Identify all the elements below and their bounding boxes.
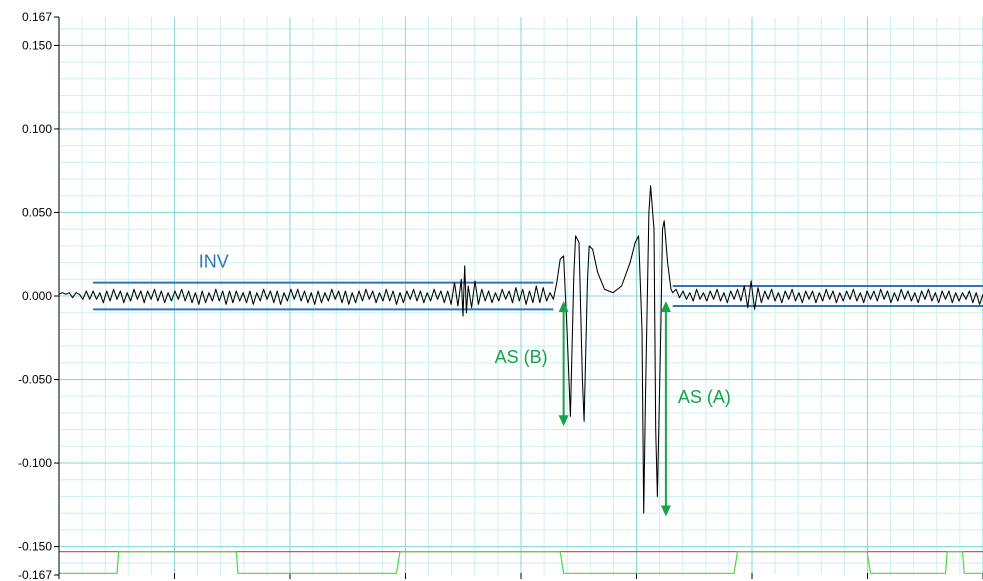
as-b-arrow	[558, 301, 569, 427]
as-a-label: AS (A)	[678, 387, 731, 407]
as-a-arrow	[660, 301, 671, 517]
arrow-head-up	[558, 301, 569, 313]
as-b-label: AS (B)	[495, 347, 548, 367]
y-tick-label: -0.150	[18, 540, 52, 554]
y-tick-label: 0.050	[22, 205, 52, 219]
y-axis-ticks	[54, 16, 59, 576]
y-tick-label: -0.167	[18, 568, 52, 581]
y-tick-label: 0.150	[22, 38, 52, 52]
y-tick-label: -0.050	[18, 373, 52, 387]
arrow-head-down	[558, 415, 569, 427]
inv-threshold-lines	[93, 281, 983, 311]
y-tick-label: -0.100	[18, 456, 52, 470]
signal-trace	[58, 185, 983, 514]
arrow-head-up	[660, 301, 671, 313]
inv-label: INV	[199, 252, 229, 272]
green-gate-trace	[59, 550, 983, 574]
arrow-head-down	[660, 505, 671, 517]
y-tick-label: 0.000	[22, 289, 52, 303]
y-axis-tick-labels: 0.167 0.150 0.100 0.050 0.000 -0.050 -0.100 -0.…	[18, 10, 52, 581]
y-tick-label: 0.167	[22, 10, 52, 24]
major-grid	[58, 17, 983, 575]
y-tick-label: 0.100	[22, 122, 52, 136]
